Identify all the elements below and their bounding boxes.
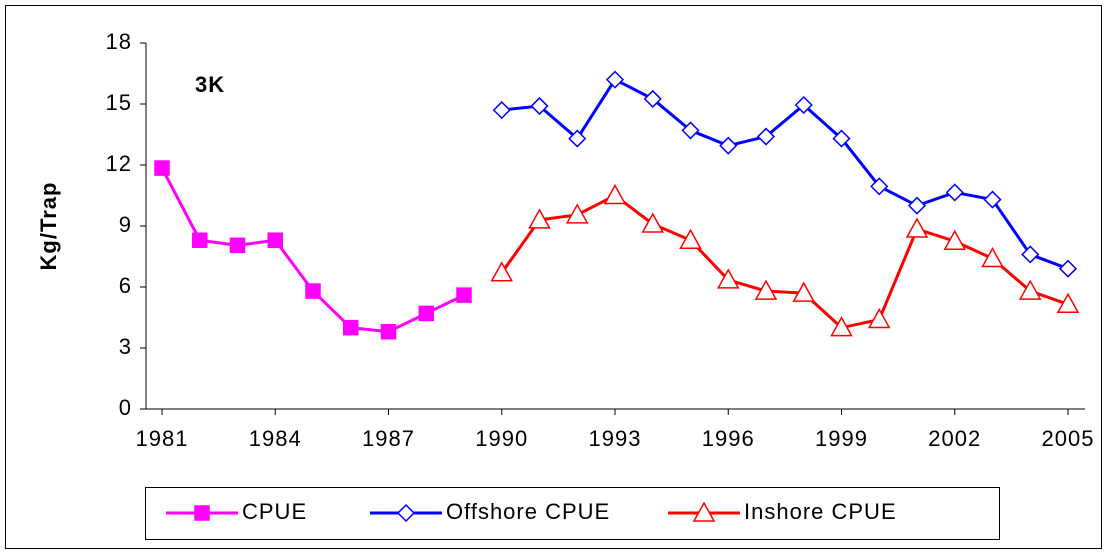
x-tick-label: 1990: [475, 426, 528, 451]
marker: [418, 305, 434, 322]
legend: [145, 487, 1000, 540]
marker: [343, 319, 359, 336]
marker: [530, 96, 549, 116]
marker: [679, 228, 702, 249]
marker: [154, 160, 170, 176]
marker: [867, 307, 891, 329]
x-tick-label: 1999: [815, 426, 868, 451]
x-tick-label: 2002: [928, 426, 981, 451]
marker: [943, 229, 967, 250]
marker: [641, 212, 665, 233]
y-tick-label: 12: [106, 151, 132, 176]
marker: [870, 177, 889, 196]
x-tick-label: 1993: [589, 426, 642, 451]
x-tick-label: 1981: [136, 426, 189, 451]
marker: [1058, 259, 1078, 278]
series-line: [501, 77, 1069, 271]
y-tick-label: 6: [119, 273, 132, 298]
marker: [192, 232, 208, 248]
marker: [528, 208, 551, 229]
marker: [380, 323, 397, 340]
y-tick-label: 3: [119, 334, 132, 359]
y-tick-label: 0: [119, 395, 132, 420]
marker: [267, 232, 283, 248]
marker: [1018, 279, 1042, 300]
marker: [830, 316, 853, 337]
chart-border: [5, 5, 1102, 549]
marker: [305, 283, 321, 299]
marker: [456, 287, 472, 303]
x-tick-label: 1987: [362, 426, 415, 451]
legend-label: CPUE: [242, 499, 307, 524]
marker: [643, 89, 662, 108]
marker: [945, 183, 964, 202]
marker: [490, 261, 514, 282]
annotation: 3K: [195, 72, 225, 97]
marker: [794, 95, 813, 115]
marker: [716, 268, 740, 289]
y-tick-label: 18: [106, 29, 132, 54]
x-tick-label: 1996: [702, 426, 755, 451]
marker: [1056, 292, 1080, 314]
marker: [792, 281, 816, 302]
y-axis-label: Kg/Trap: [36, 182, 61, 271]
y-tick-label: 9: [119, 212, 132, 237]
marker: [492, 101, 511, 120]
legend-marker: [396, 503, 416, 523]
marker: [907, 196, 927, 215]
marker: [719, 136, 738, 155]
x-tick-label: 1984: [249, 426, 302, 451]
x-tick-label: 2005: [1042, 426, 1095, 451]
legend-label: Offshore CPUE: [446, 499, 610, 524]
legend-marker: [692, 501, 716, 522]
marker: [905, 217, 929, 238]
marker: [565, 203, 589, 224]
marker: [983, 190, 1002, 209]
series-line: [500, 193, 1069, 330]
marker: [832, 129, 851, 148]
marker: [681, 121, 700, 140]
marker: [756, 127, 776, 146]
marker: [754, 279, 778, 300]
marker: [1021, 245, 1040, 264]
marker: [605, 70, 625, 89]
marker: [981, 246, 1004, 268]
marker: [568, 129, 587, 148]
legend-marker: [194, 505, 210, 521]
legend-label: Inshore CPUE: [744, 499, 897, 524]
y-tick-label: 15: [106, 90, 132, 115]
marker: [229, 237, 246, 254]
marker: [603, 183, 627, 205]
